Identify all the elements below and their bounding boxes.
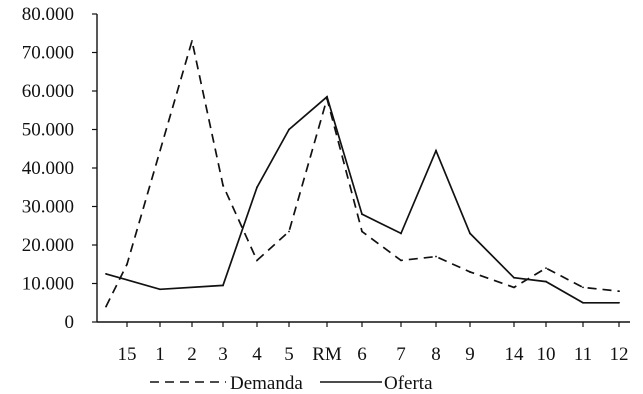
- x-tick-label: 6: [357, 344, 367, 365]
- y-tick-label: 0: [65, 312, 75, 333]
- data-point-demanda: [288, 230, 290, 233]
- x-tick-label: 7: [396, 344, 406, 365]
- y-ticks: 0 10.000 20.000 30.000 40.000 50.000 60.000 70.…: [22, 4, 97, 333]
- data-point-demanda: [582, 286, 584, 289]
- x-tick-label: 5: [284, 344, 294, 365]
- x-tick-label: 15: [118, 344, 137, 365]
- data-point-demanda: [469, 271, 471, 273]
- data-point-demanda: [256, 259, 258, 262]
- data-point-oferta: [361, 213, 363, 216]
- data-point-oferta: [435, 149, 437, 152]
- data-point-demanda: [222, 184, 224, 187]
- y-tick-label: 30.000: [22, 197, 74, 218]
- x-tick-label: 1: [155, 344, 165, 365]
- data-point-oferta: [618, 301, 620, 304]
- series-line-oferta: [105, 95, 619, 304]
- data-point-oferta: [105, 272, 107, 275]
- data-point-demanda: [545, 267, 547, 269]
- x-tick-label: 14: [505, 344, 525, 365]
- x-tick-label: 11: [574, 344, 592, 365]
- axes: [96, 14, 630, 323]
- x-tick-label: 3: [218, 344, 228, 365]
- data-point-demanda: [191, 40, 193, 42]
- x-tick-label: 10: [537, 344, 556, 365]
- legend-label-demanda: Demanda: [230, 373, 303, 394]
- x-tick-label: 9: [465, 344, 475, 365]
- data-point-oferta: [582, 301, 584, 304]
- data-point-demanda: [400, 259, 402, 262]
- data-point-oferta: [288, 128, 290, 131]
- legend-label-oferta: Oferta: [384, 373, 433, 394]
- data-point-demanda: [435, 255, 437, 258]
- series-lines: [105, 40, 620, 308]
- y-tick-label: 80.000: [22, 4, 74, 25]
- data-point-oferta: [513, 276, 515, 279]
- data-point-demanda: [361, 230, 363, 233]
- data-point-oferta: [256, 186, 258, 189]
- legend: Demanda Oferta: [150, 373, 433, 394]
- y-tick-label: 70.000: [22, 43, 74, 64]
- data-point-demanda: [126, 263, 128, 266]
- y-tick-label: 20.000: [22, 235, 74, 256]
- data-point-oferta: [400, 232, 402, 235]
- x-tick-label: 12: [610, 344, 629, 365]
- data-point-oferta: [326, 95, 328, 98]
- x-tick-label: 4: [252, 344, 262, 365]
- x-tick-label: 8: [431, 344, 441, 365]
- data-point-oferta: [222, 284, 224, 287]
- y-tick-label: 50.000: [22, 120, 74, 141]
- x-tick-label: RM: [312, 344, 342, 365]
- data-point-demanda: [105, 305, 107, 308]
- y-tick-label: 60.000: [22, 81, 74, 102]
- data-point-demanda: [618, 290, 620, 293]
- x-ticks: 15 1 2 3 4 5 RM 6 7 8 9 14 10 11 12: [118, 322, 629, 365]
- data-point-demanda: [513, 286, 515, 289]
- x-tick-label: 2: [187, 344, 197, 365]
- data-point-oferta: [469, 232, 471, 235]
- y-tick-label: 40.000: [22, 158, 74, 179]
- data-point-oferta: [159, 288, 161, 291]
- data-point-oferta: [545, 280, 547, 283]
- series-line-demanda: [105, 40, 620, 307]
- y-tick-label: 10.000: [22, 274, 74, 295]
